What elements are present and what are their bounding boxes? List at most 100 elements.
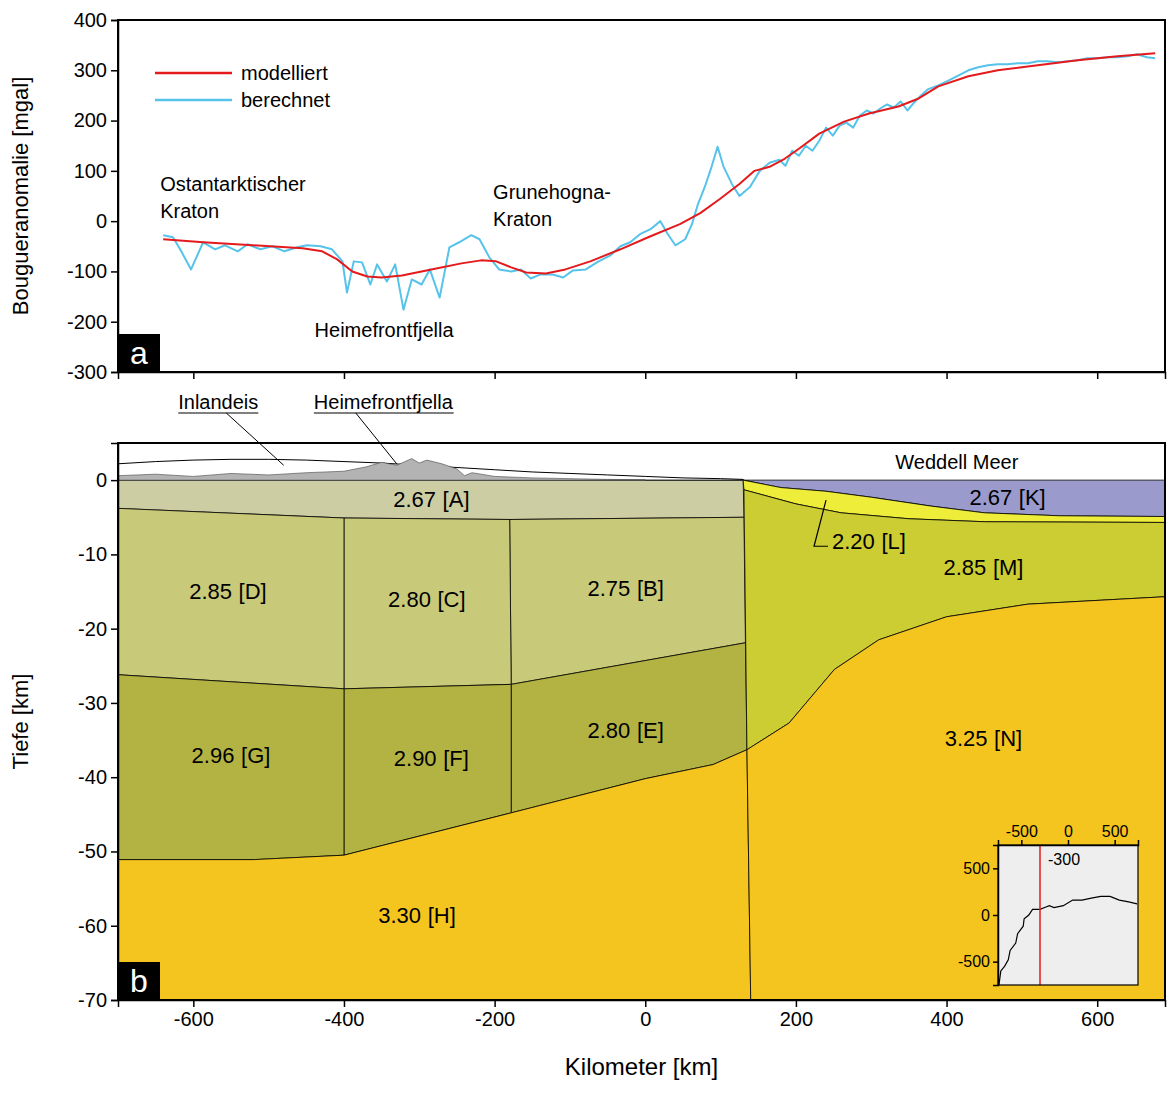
tick: -50: [78, 840, 118, 862]
density-label: 3.25: [945, 726, 988, 751]
tick-mark: [1114, 840, 1116, 845]
tick-label: -40: [78, 766, 107, 788]
tick: -300: [67, 361, 118, 383]
tick-label: -20: [78, 618, 107, 640]
tick-label: -300: [67, 361, 107, 383]
body-id: [F]: [443, 746, 469, 771]
profile-label: -300: [1048, 851, 1080, 868]
body-label: 2.80[E]: [588, 718, 664, 743]
tick-mark: [993, 961, 998, 963]
body-label: 2.67[K]: [969, 485, 1045, 510]
tick: [344, 372, 345, 379]
density-label: 2.96: [192, 743, 235, 768]
inset-frame: [998, 845, 1138, 985]
body-id: [E]: [637, 718, 664, 743]
leader-line: [226, 413, 283, 465]
tick-label: 100: [74, 160, 107, 182]
panel-letter-box: [118, 962, 160, 1000]
line-series: [163, 53, 1155, 277]
tick: 0: [981, 907, 998, 924]
tick-label: 0: [96, 210, 107, 232]
annotation: Weddell Meer: [895, 451, 1018, 473]
panel-letter-text: a: [130, 335, 148, 371]
tick-label: -600: [174, 1008, 214, 1030]
panel-letter: a: [118, 334, 160, 372]
tick-label: 0: [981, 907, 990, 924]
body-id: [B]: [637, 576, 664, 601]
legend-label: modelliert: [241, 62, 328, 84]
body-id: [D]: [239, 579, 267, 604]
body-id: [A]: [443, 487, 470, 512]
density-label: 2.67: [969, 485, 1012, 510]
axis-title: Tiefe [km]: [8, 674, 33, 770]
tick-label: -50: [78, 840, 107, 862]
tick-mark: [494, 1000, 496, 1007]
annotation-line: Weddell Meer: [895, 451, 1018, 473]
tick: [193, 372, 194, 379]
panel-letter-box: [118, 334, 160, 372]
annotation-line: Kraton: [160, 200, 219, 222]
annotation-line: Grunehogna-: [493, 181, 611, 203]
tick-label: 400: [930, 1008, 963, 1030]
plot-frame: [118, 443, 1165, 1000]
tick-mark: [494, 372, 496, 379]
body-label: 3.30[H]: [378, 903, 456, 928]
density-body: [118, 508, 344, 688]
tick-mark: [1097, 372, 1099, 379]
annotation-line: Ostantarktischer: [160, 173, 306, 195]
tick: 0: [96, 469, 118, 491]
tick-label: 0: [1064, 823, 1073, 840]
plot-marks: [118, 459, 1165, 1000]
tick: [645, 372, 646, 379]
inset-background: [998, 845, 1138, 985]
tick-mark: [1068, 840, 1070, 845]
tick-label: 400: [74, 9, 107, 31]
tick: -600: [174, 1000, 214, 1030]
axis: [119, 372, 1166, 379]
tick-mark: [111, 925, 118, 927]
tick-label: -30: [78, 692, 107, 714]
tick: -500: [1006, 823, 1038, 845]
tick-mark: [111, 703, 118, 705]
tick-mark: [193, 1000, 195, 1007]
tick: 400: [74, 9, 118, 31]
tick-label: 500: [963, 860, 990, 877]
tick-mark: [111, 70, 118, 72]
density-label: 2.80: [588, 718, 631, 743]
tick-mark: [111, 271, 118, 273]
body-label: 2.96[G]: [192, 743, 271, 768]
body-label: 2.85 [D]: [189, 579, 267, 604]
legend-swatch: [155, 99, 232, 102]
density-body: [118, 675, 344, 860]
tick: -200: [67, 311, 118, 333]
panel-letter-text: b: [130, 963, 148, 999]
tick-mark: [993, 915, 998, 917]
tick: 500: [1102, 823, 1129, 845]
body-label: 2.20[L]: [832, 529, 906, 554]
body-label: 2.80[C]: [388, 587, 466, 612]
tick: 600: [1081, 1000, 1114, 1030]
tick-mark: [1021, 840, 1023, 845]
tick: -100: [67, 260, 118, 282]
profile-line: [1039, 845, 1041, 985]
tick-label: 0: [96, 469, 107, 491]
tick-label: -500: [1006, 823, 1038, 840]
density-label: 2.85: [189, 579, 232, 604]
body-label: 3.25[N]: [945, 726, 1023, 751]
axis: -70-60-50-40-30-20-100: [78, 444, 118, 1011]
tick-mark: [796, 1000, 798, 1007]
density-body: [344, 518, 511, 689]
tick-label: -500: [958, 953, 990, 970]
tick: 100: [74, 160, 118, 182]
tick: 0: [1064, 823, 1073, 845]
tick: -20: [78, 618, 118, 640]
density-label: 2.85: [943, 555, 986, 580]
tick: -500: [958, 953, 998, 970]
tick-mark: [111, 554, 118, 556]
tick-label: -100: [67, 260, 107, 282]
tick-mark: [111, 120, 118, 122]
annotation: Grunehogna-Kraton: [493, 181, 611, 230]
tick-mark: [111, 480, 118, 482]
tick-mark: [111, 1000, 118, 1002]
tick: 200: [74, 109, 118, 131]
